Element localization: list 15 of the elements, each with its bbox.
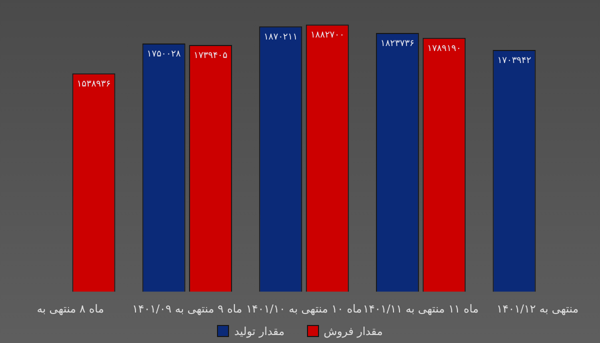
x-tick-label: منتهی به ۱۴۰۱/۱۲ — [496, 302, 579, 316]
data-label: ۱۸۸۲۷۰۰ — [310, 30, 344, 40]
x-tick-label: ماه ۱۱ منتهی به ۱۴۰۱/۱۱ — [362, 302, 479, 316]
data-label: ۱۷۵۰۰۲۸ — [146, 49, 181, 60]
data-label: ۱۷۳۹۴۰۵ — [194, 50, 228, 61]
data-label: ۱۸۲۳۷۳۶ — [380, 38, 415, 49]
data-label: ۱۷۰۳۹۴۲ — [497, 56, 532, 66]
text: مقدار تولید — [234, 324, 285, 338]
x-tick-label: ماه ۸ منتهی به — [36, 302, 104, 316]
data-label: ۱۷۸۹۱۹۰ — [427, 44, 462, 54]
x-tick-label: ماه ۹ منتهی به ۱۴۰۱/۰۹ — [132, 302, 242, 316]
legend-label: مقدار فروش — [324, 324, 383, 338]
data-label: ۱۸۷۰۲۱۱ — [264, 32, 298, 42]
x-tick-label: ماه ۱۰ منتهی به ۱۴۰۱/۱۰ — [246, 302, 362, 316]
data-label: ۱۵۳۸۹۳۶ — [76, 79, 111, 90]
